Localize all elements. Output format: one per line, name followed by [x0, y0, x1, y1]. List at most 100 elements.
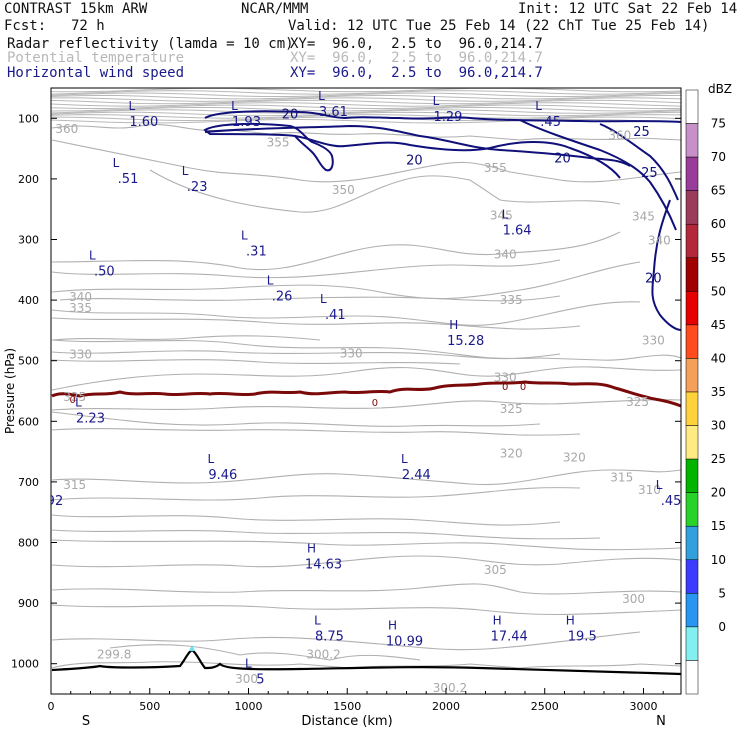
x-tick-label: 1000 — [234, 700, 262, 713]
colorbar-swatch — [685, 190, 699, 225]
extremum-value: 92 — [47, 494, 64, 509]
stratosphere-isoline — [51, 99, 681, 105]
x-tick-label: 500 — [139, 700, 160, 713]
zero-label: 0 — [502, 382, 508, 393]
colorbar-label: 50 — [711, 284, 726, 298]
south-endpoint: S — [82, 714, 90, 729]
extrema-labels: L1.60L1.93L3.61L1.29L.45L.51L.23L1.64L.3… — [38, 89, 681, 688]
extremum-type: L — [267, 274, 274, 288]
zero-label: 0 — [520, 382, 526, 393]
colorbar-label: 10 — [711, 553, 726, 567]
extremum-type: L — [207, 452, 214, 466]
colorbar-label: 0 — [718, 620, 726, 634]
y-tick-label: 400 — [18, 294, 39, 307]
field-wind-name: Horizontal wind speed — [7, 65, 185, 81]
field-radar-xy: XY= 96.0, 2.5 to 96.0,214.7 — [290, 36, 543, 52]
extremum-type: L — [318, 89, 325, 103]
wind-label: 20 — [282, 107, 299, 122]
colorbar-swatch — [685, 593, 699, 628]
center-name: NCAR/MMM — [241, 1, 309, 17]
colorbar-label: 75 — [711, 117, 726, 131]
colorbar-swatch — [685, 324, 699, 359]
x-tick-label: 1500 — [333, 700, 361, 713]
theta-label: 330 — [340, 346, 363, 360]
theta-label: 315 — [610, 471, 633, 485]
stratosphere-isoline — [51, 109, 681, 114]
valid-time: Valid: 12 UTC Tue 25 Feb 14 (22 ChT Tue … — [288, 18, 710, 34]
colorbar-label: 65 — [711, 184, 726, 198]
model-title: CONTRAST 15km ARW — [4, 1, 148, 17]
colorbar-label: 5 — [718, 586, 726, 600]
theta-label: 345 — [490, 208, 513, 222]
theta-label: 310 — [638, 483, 661, 497]
extremum-value: .45 — [540, 115, 561, 130]
y-tick-label: 300 — [18, 234, 39, 247]
stratosphere-isoline — [51, 90, 681, 95]
colorbar-swatch — [685, 123, 699, 158]
theta-label: 355 — [484, 161, 507, 175]
zero-label: 0 — [372, 398, 378, 409]
extremum-type: L — [314, 614, 321, 628]
x-tick-label: 2500 — [531, 700, 559, 713]
colorbar-swatch — [685, 391, 699, 426]
x-tick-label: 0 — [48, 700, 55, 713]
zero-labels: 0 0 0 0 — [70, 382, 527, 409]
theta-label: 340 — [648, 234, 671, 248]
colorbar-label: 60 — [711, 217, 726, 231]
theta-label: 360 — [55, 122, 78, 136]
extremum-type: H — [38, 478, 47, 492]
extremum-value: 14.63 — [305, 557, 342, 572]
wind-label: 20 — [645, 272, 662, 287]
extremum-value: .41 — [325, 308, 346, 323]
wind-contours — [203, 110, 681, 331]
theta-label: 355 — [267, 136, 290, 150]
extremum-value: 10.99 — [386, 634, 423, 649]
extremum-type: L — [656, 478, 663, 492]
colorbar-label: 25 — [711, 452, 726, 466]
colorbar-label: 15 — [711, 519, 726, 533]
extremum-value: 1.93 — [232, 115, 261, 130]
extremum-type: H — [493, 614, 502, 628]
colorbar-swatch — [685, 89, 699, 124]
stratosphere-isoline — [51, 94, 681, 100]
theta-label: 300 — [235, 672, 258, 686]
theta-label: 330 — [642, 334, 665, 348]
extremum-type: H — [449, 318, 458, 332]
colorbar-label: 35 — [711, 385, 726, 399]
extremum-value: 2.44 — [402, 468, 431, 483]
extremum-value: .31 — [246, 245, 267, 260]
stratosphere-isoline — [51, 106, 681, 112]
y-tick-label: 900 — [18, 597, 39, 610]
extremum-type: L — [245, 657, 252, 671]
y-axis-label: Pressure (hPa) — [3, 348, 17, 434]
extremum-type: H — [388, 618, 397, 632]
theta-label: 360 — [608, 128, 631, 142]
theta-label: 320 — [563, 451, 586, 465]
x-tick-label: 3000 — [629, 700, 657, 713]
stratosphere-isoline — [51, 88, 681, 93]
theta-label: 299.8 — [97, 648, 131, 662]
theta-labels: 360 355 350 355 345 340 340 345 340 360 335 335 330 3… — [55, 122, 671, 694]
extremum-type: H — [307, 541, 316, 555]
theta-label: 330 — [69, 348, 92, 362]
field-theta-name: Potential temperature — [7, 50, 185, 66]
extremum-type: L — [89, 249, 96, 263]
extremum-type: L — [128, 99, 135, 113]
extremum-type: L — [113, 156, 120, 170]
theta-contours — [51, 123, 681, 669]
colorbar-label: 40 — [711, 351, 726, 365]
fcst-value: 72 h — [71, 18, 105, 34]
plot-area: 360 355 350 355 345 340 340 345 340 360 335 335 330 3… — [38, 88, 681, 694]
field-theta-xy: XY= 96.0, 2.5 to 96.0,214.7 — [290, 50, 543, 66]
colorbar-swatch — [685, 660, 699, 695]
colorbar-label: 45 — [711, 318, 726, 332]
colorbar-label: 30 — [711, 419, 726, 433]
terrain-echo — [189, 645, 195, 651]
theta-label: 335 — [500, 293, 523, 307]
field-wind-xy: XY= 96.0, 2.5 to 96.0,214.7 — [290, 65, 543, 81]
colorbar-title: dBZ — [708, 82, 732, 96]
extremum-type: L — [182, 164, 189, 178]
theta-label: 340 — [494, 248, 517, 262]
extremum-type: L — [433, 94, 440, 108]
